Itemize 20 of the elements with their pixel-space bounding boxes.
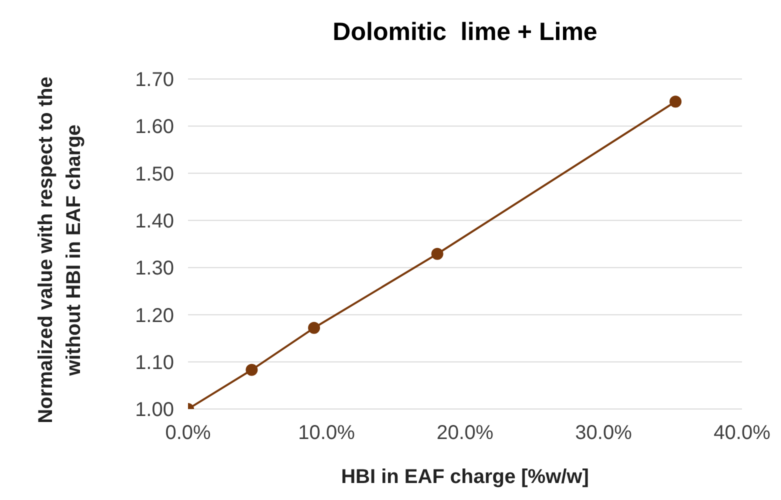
y-tick-label: 1.50 [135,163,174,186]
x-tick-label: 10.0% [298,422,356,444]
chart-title: Dolomitic lime + Lime [332,18,598,47]
point [431,248,444,260]
y-axis-title: Normalized value with respect to the without HBI in EAF charge [34,76,86,426]
y-tick-label: 1.30 [135,258,174,280]
y-tick-label: 1.20 [135,304,174,327]
point [246,364,258,376]
y-tick-label: 1.70 [135,69,174,92]
point [670,96,682,108]
x-tick-label: 20.0% [436,422,494,444]
x-tick-label: 0.0% [165,422,212,444]
y-tick-label: 1.40 [135,210,174,233]
x-axis-title: HBI in EAF charge [%w/w] [340,466,590,489]
x-tick-label: 30.0% [575,422,632,444]
y-tick-label: 1.00 [135,399,174,422]
y-tick-label: 1.10 [135,352,174,374]
point [308,322,320,334]
y-tick-label: 1.60 [135,116,174,138]
x-tick-label: 40.0% [714,422,771,444]
